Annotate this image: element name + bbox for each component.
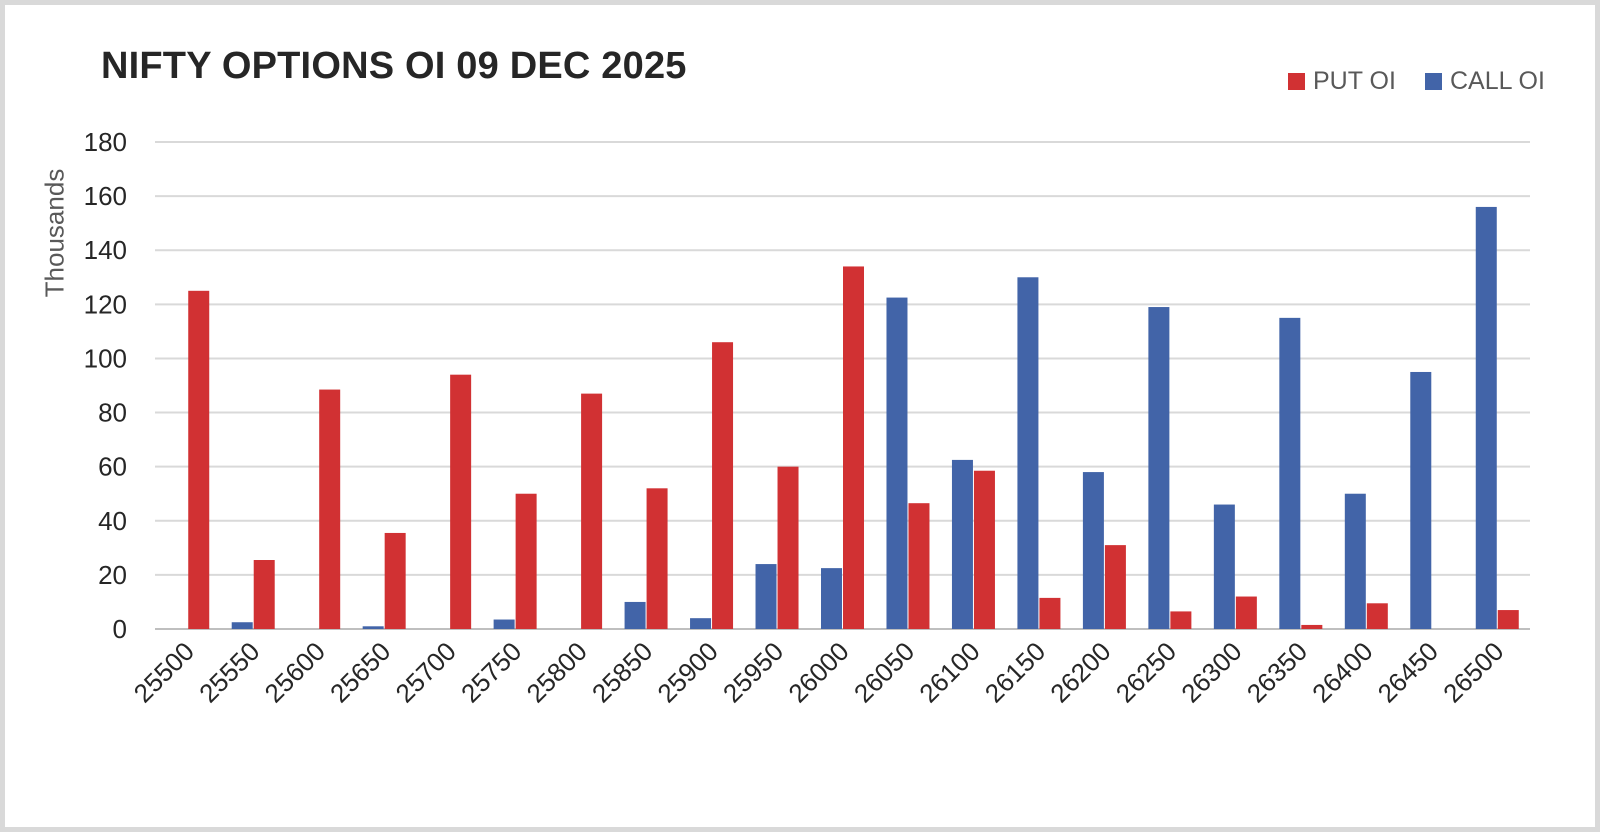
x-tick-label: 25800 bbox=[520, 636, 592, 708]
x-tick-label: 26250 bbox=[1110, 636, 1182, 708]
put-oi-bar-25700 bbox=[450, 374, 472, 629]
put-oi-bar-25550 bbox=[253, 560, 275, 629]
call-oi-bar-25550 bbox=[231, 622, 253, 629]
legend-call-oi-swatch bbox=[1425, 73, 1442, 90]
y-tick-label: 0 bbox=[113, 614, 127, 644]
x-tick-label: 25750 bbox=[455, 636, 527, 708]
x-tick-label: 26200 bbox=[1044, 636, 1116, 708]
legend-put-oi-swatch bbox=[1288, 73, 1305, 90]
put-oi-bar-26350 bbox=[1301, 624, 1323, 629]
x-tick-label: 26100 bbox=[913, 636, 985, 708]
call-oi-bar-26250 bbox=[1148, 307, 1170, 629]
x-tick-label: 26050 bbox=[848, 636, 920, 708]
call-oi-bar-26150 bbox=[1017, 277, 1039, 629]
y-tick-label: 80 bbox=[98, 398, 127, 428]
y-tick-label: 180 bbox=[84, 127, 127, 157]
chart-title: NIFTY OPTIONS OI 09 DEC 2025 bbox=[101, 45, 687, 87]
x-tick-label: 26150 bbox=[979, 636, 1051, 708]
y-tick-label: 120 bbox=[84, 289, 127, 319]
x-tick-label: 25700 bbox=[390, 636, 462, 708]
y-tick-label: 40 bbox=[98, 506, 127, 536]
put-oi-bar-25500 bbox=[188, 290, 210, 629]
x-tick-label: 26500 bbox=[1437, 636, 1509, 708]
put-oi-bar-26200 bbox=[1104, 545, 1126, 629]
put-oi-bar-26250 bbox=[1170, 611, 1192, 629]
call-oi-bar-26350 bbox=[1279, 317, 1301, 629]
call-oi-bar-26400 bbox=[1344, 493, 1366, 629]
y-tick-label: 60 bbox=[98, 452, 127, 482]
put-oi-bar-26050 bbox=[908, 503, 930, 629]
y-tick-label: 160 bbox=[84, 181, 127, 211]
put-oi-bar-26000 bbox=[843, 266, 864, 629]
put-oi-bar-25650 bbox=[384, 532, 406, 629]
legend-put-oi-label: PUT OI bbox=[1313, 67, 1396, 95]
put-oi-bar-26500 bbox=[1497, 610, 1519, 629]
x-tick-label: 26000 bbox=[782, 636, 854, 708]
call-oi-bar-25900 bbox=[690, 618, 712, 629]
put-oi-bar-25600 bbox=[319, 389, 341, 629]
call-oi-bar-25650 bbox=[362, 626, 384, 629]
call-oi-bar-25850 bbox=[624, 601, 646, 629]
x-tick-label: 25950 bbox=[717, 636, 789, 708]
x-tick-label: 26450 bbox=[1372, 636, 1444, 708]
call-oi-bar-26000 bbox=[821, 568, 842, 629]
y-tick-label: 140 bbox=[84, 235, 127, 265]
x-tick-label: 25600 bbox=[259, 636, 331, 708]
call-oi-bar-25950 bbox=[755, 564, 777, 629]
x-tick-label: 25500 bbox=[128, 636, 200, 708]
call-oi-bar-26450 bbox=[1410, 371, 1432, 629]
call-oi-bar-26050 bbox=[886, 297, 908, 629]
put-oi-bar-25950 bbox=[777, 466, 799, 629]
call-oi-bar-26100 bbox=[951, 459, 973, 629]
x-tick-label: 26400 bbox=[1306, 636, 1378, 708]
call-oi-bar-26200 bbox=[1082, 472, 1104, 629]
put-oi-bar-26100 bbox=[973, 470, 995, 629]
put-oi-bar-25900 bbox=[712, 342, 734, 629]
legend-call-oi: CALL OI bbox=[1425, 67, 1545, 96]
legend-call-oi-label: CALL OI bbox=[1450, 67, 1545, 95]
y-tick-label: 100 bbox=[84, 343, 127, 373]
put-oi-bar-26300 bbox=[1235, 596, 1257, 629]
x-tick-label: 25550 bbox=[193, 636, 265, 708]
put-oi-bar-25800 bbox=[581, 393, 603, 629]
put-oi-bar-25850 bbox=[646, 488, 668, 629]
x-tick-label: 26300 bbox=[1175, 636, 1247, 708]
put-oi-bar-25750 bbox=[515, 493, 537, 629]
call-oi-bar-26500 bbox=[1475, 206, 1497, 629]
legend-put-oi: PUT OI bbox=[1288, 67, 1396, 96]
y-tick-label: 20 bbox=[98, 560, 127, 590]
put-oi-bar-26400 bbox=[1366, 603, 1388, 629]
x-tick-label: 25850 bbox=[586, 636, 658, 708]
call-oi-bar-26300 bbox=[1213, 504, 1235, 629]
x-tick-label: 25900 bbox=[651, 636, 723, 708]
x-tick-label: 25650 bbox=[324, 636, 396, 708]
put-oi-bar-26150 bbox=[1039, 597, 1061, 629]
plot-area: 0204060801001201401601802550025550256002… bbox=[84, 127, 1530, 708]
x-tick-label: 26350 bbox=[1241, 636, 1313, 708]
call-oi-bar-25750 bbox=[493, 619, 515, 629]
